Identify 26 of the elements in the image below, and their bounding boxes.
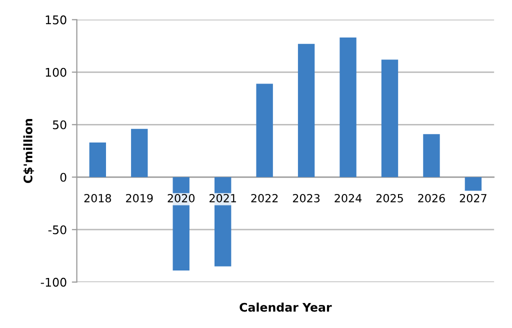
x-axis-title: Calendar Year [240, 302, 332, 312]
bar [89, 142, 106, 178]
x-tick-label: 2019 [126, 194, 153, 202]
y-tick-label: -50 [48, 225, 66, 234]
bar [298, 44, 315, 178]
x-tick-label: 2018 [84, 194, 112, 202]
y-tick-label: -100 [40, 278, 66, 287]
x-tick-label: 2024 [334, 194, 362, 202]
y-tick-label: 50 [52, 120, 66, 130]
bar [423, 134, 440, 178]
bar [256, 84, 273, 178]
bar [131, 128, 148, 178]
y-axis-title: C$'million [23, 119, 34, 184]
y-tick-label: 150 [46, 15, 66, 24]
bar [381, 60, 398, 178]
x-tick-label: 2022 [251, 194, 278, 202]
bar [464, 177, 482, 191]
x-tick-label: 2021 [210, 194, 236, 202]
y-tick-label: 0 [60, 172, 66, 182]
bar [340, 38, 356, 178]
y-tick-label: 100 [46, 68, 66, 77]
x-tick-label: 2023 [292, 194, 320, 202]
x-tick-label: 2020 [168, 194, 195, 202]
x-tick-label: 2026 [418, 194, 445, 202]
x-tick-label: 2025 [376, 194, 403, 202]
x-tick-label: 2027 [460, 194, 486, 202]
